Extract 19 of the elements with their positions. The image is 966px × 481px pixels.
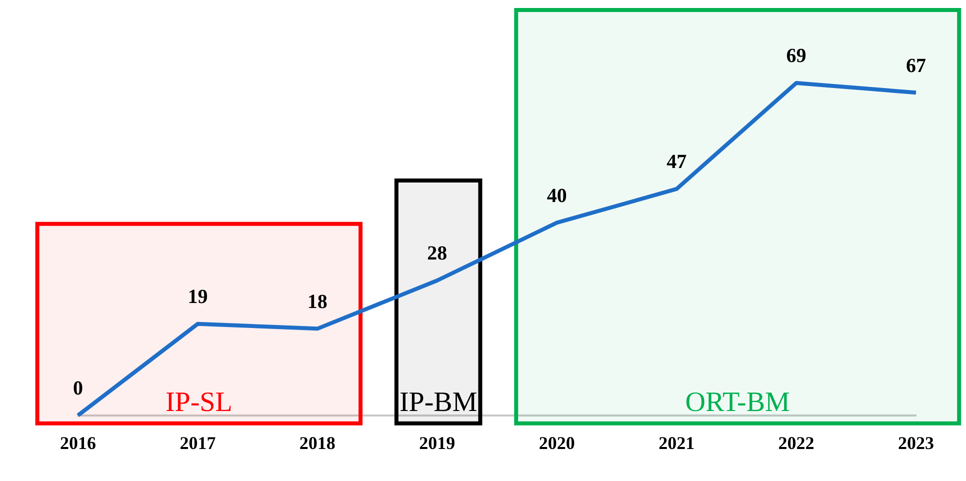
data-label: 69: [786, 45, 806, 68]
x-tick-label: 2017: [180, 432, 216, 453]
data-label: 0: [73, 378, 83, 400]
data-label: 18: [307, 290, 328, 313]
x-tick-label: 2019: [419, 432, 456, 453]
data-label: 67: [906, 54, 926, 77]
x-tick-label: 2016: [60, 432, 96, 453]
data-label: 47: [666, 151, 687, 174]
band-label: ORT-BM: [685, 386, 790, 418]
x-tick-label: 2023: [898, 432, 934, 453]
data-label: 40: [546, 184, 567, 207]
x-tick-label: 2018: [299, 432, 336, 453]
band-label: IP-SL: [165, 386, 232, 418]
x-tick-label: 2021: [658, 432, 695, 453]
data-label: 28: [427, 242, 448, 265]
band-label: IP-BM: [399, 386, 478, 418]
x-tick-label: 2022: [778, 432, 814, 453]
data-label: 19: [188, 286, 208, 308]
x-tick-label: 2020: [538, 432, 575, 453]
